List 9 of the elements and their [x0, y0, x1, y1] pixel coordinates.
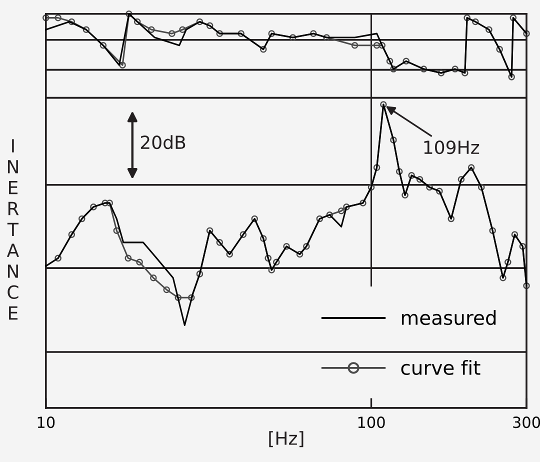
annotation: 20dB	[140, 135, 186, 150]
legend-label: curve fit	[401, 360, 480, 376]
x-tick-label: 100	[358, 416, 385, 428]
x-axis-title: [Hz]	[269, 431, 304, 448]
x-tick-label: 300	[513, 416, 540, 428]
legend-label: measured	[402, 310, 496, 326]
x-tick-label: 10	[38, 416, 55, 428]
annotation: 109Hz	[424, 140, 480, 154]
text: INERTANCE	[6, 139, 19, 320]
